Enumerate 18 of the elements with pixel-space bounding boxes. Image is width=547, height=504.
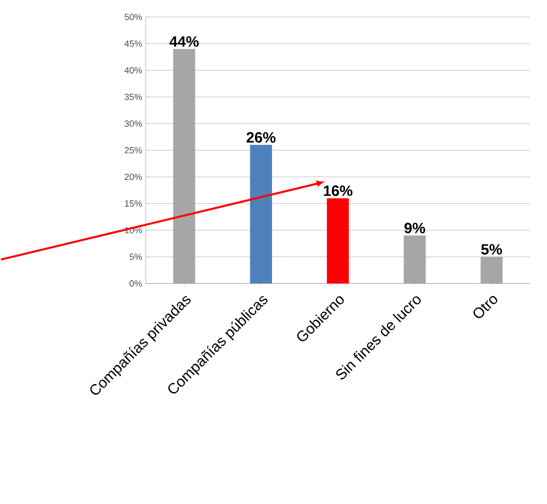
data-label: 26%	[246, 132, 276, 143]
data-label: 5%	[481, 244, 502, 255]
y-tick-label: 5%	[130, 254, 142, 260]
y-tick-label: 15%	[124, 200, 142, 207]
y-tick-label: 25%	[124, 147, 142, 154]
y-tick-label: 45%	[124, 40, 142, 47]
bar	[250, 144, 272, 284]
data-label: 44%	[169, 36, 199, 47]
x-tick-label: Otro	[474, 296, 498, 318]
y-tick-label: 35%	[124, 94, 142, 100]
y-tick-label: 50%	[124, 14, 142, 20]
data-label: 16%	[324, 185, 352, 196]
y-tick-label: 0%	[130, 280, 142, 287]
bar	[326, 198, 349, 284]
y-tick-label: 20%	[124, 174, 142, 180]
y-tick-label: 30%	[124, 120, 142, 127]
y-tick-label: 40%	[124, 67, 142, 74]
data-label: 9%	[404, 222, 426, 234]
